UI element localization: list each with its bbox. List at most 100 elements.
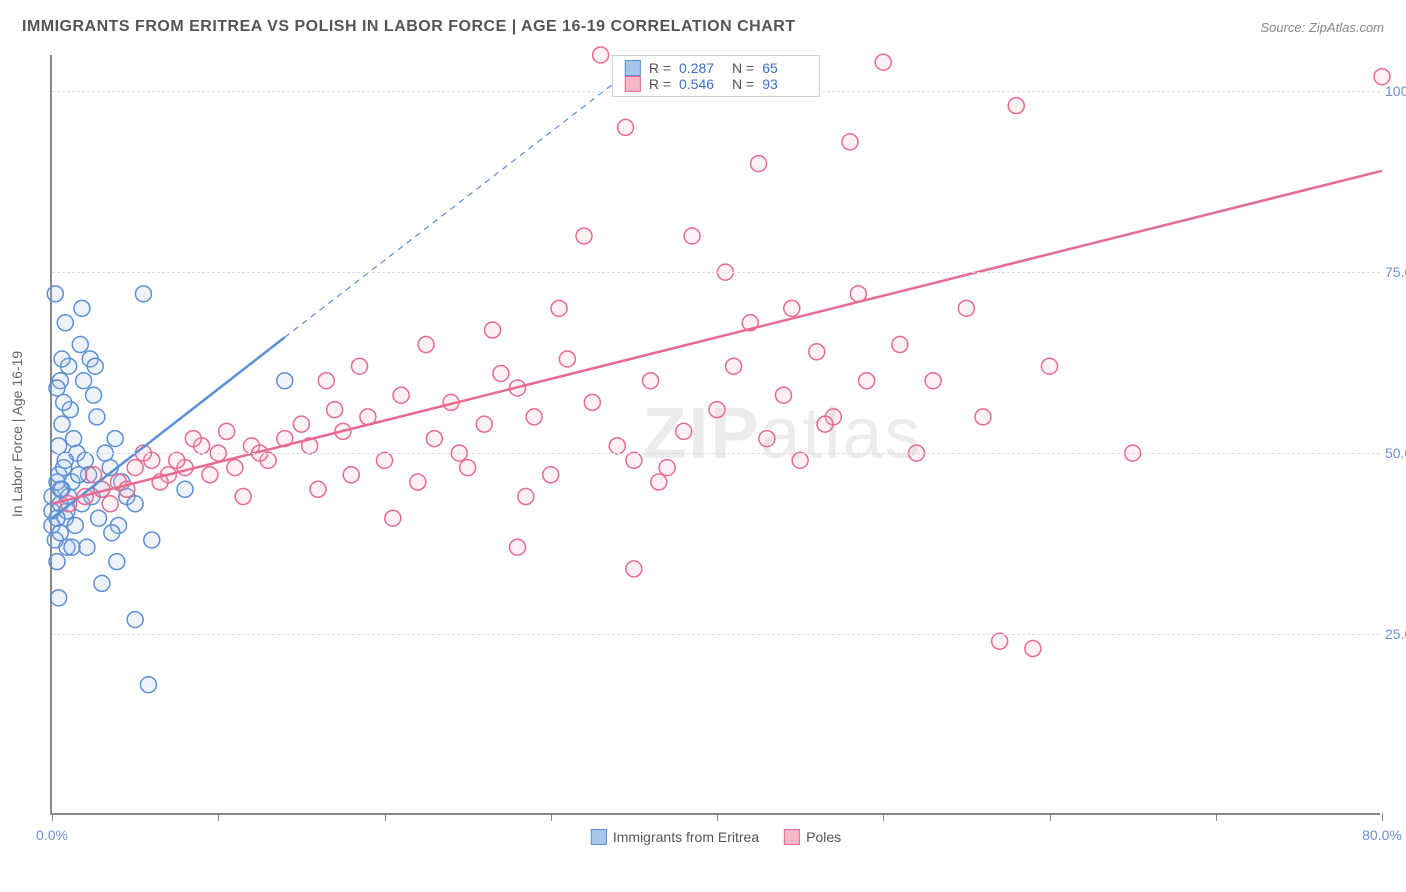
data-point	[87, 358, 103, 374]
x-tick-label: 0.0%	[36, 827, 68, 843]
data-point	[310, 481, 326, 497]
data-point	[64, 539, 80, 555]
gridline	[52, 634, 1380, 635]
data-point	[127, 460, 143, 476]
data-point	[71, 467, 87, 483]
legend-swatch	[625, 76, 641, 92]
data-point	[127, 496, 143, 512]
data-point	[49, 554, 65, 570]
plot-area: In Labor Force | Age 16-19 ZIPatlas 25.0…	[50, 55, 1380, 815]
data-point	[47, 286, 63, 302]
data-point	[76, 373, 92, 389]
data-point	[293, 416, 309, 432]
data-point	[584, 394, 600, 410]
data-point	[526, 409, 542, 425]
data-point	[684, 228, 700, 244]
data-point	[57, 452, 73, 468]
y-tick-label: 75.0%	[1385, 264, 1406, 280]
data-point	[576, 228, 592, 244]
data-point	[54, 351, 70, 367]
y-axis-title: In Labor Force | Age 16-19	[9, 351, 25, 517]
data-point	[559, 351, 575, 367]
data-point	[751, 156, 767, 172]
data-point	[56, 394, 72, 410]
x-tick	[883, 813, 884, 821]
data-point	[460, 460, 476, 476]
data-point	[51, 590, 67, 606]
data-point	[859, 373, 875, 389]
data-point	[177, 481, 193, 497]
data-point	[144, 532, 160, 548]
data-point	[626, 561, 642, 577]
legend-n-value: 93	[762, 76, 807, 92]
data-point	[89, 409, 105, 425]
y-tick-label: 100.0%	[1385, 83, 1406, 99]
data-point	[1025, 641, 1041, 657]
data-point	[410, 474, 426, 490]
legend-r-label: R =	[649, 60, 671, 76]
data-point	[485, 322, 501, 338]
data-point	[54, 416, 70, 432]
legend-item: Immigrants from Eritrea	[591, 829, 759, 845]
data-point	[140, 677, 156, 693]
data-point	[651, 474, 667, 490]
legend-label: Immigrants from Eritrea	[613, 829, 759, 845]
data-point	[377, 452, 393, 468]
data-point	[426, 431, 442, 447]
source-label: Source: ZipAtlas.com	[1260, 20, 1384, 35]
data-point	[493, 365, 509, 381]
data-point	[809, 344, 825, 360]
data-point	[875, 54, 891, 70]
data-point	[518, 489, 534, 505]
data-point	[107, 431, 123, 447]
data-point	[792, 452, 808, 468]
data-point	[169, 452, 185, 468]
legend-n-label: N =	[732, 76, 754, 92]
data-point	[343, 467, 359, 483]
data-point	[510, 539, 526, 555]
data-point	[74, 300, 90, 316]
data-point	[94, 575, 110, 591]
data-point	[842, 134, 858, 150]
legend-r-label: R =	[649, 76, 671, 92]
data-point	[476, 416, 492, 432]
x-tick	[1382, 813, 1383, 821]
data-point	[185, 431, 201, 447]
data-point	[551, 300, 567, 316]
data-point	[127, 612, 143, 628]
data-point	[626, 452, 642, 468]
legend-row: R =0.287N =65	[625, 60, 807, 76]
data-point	[235, 489, 251, 505]
data-point	[327, 402, 343, 418]
data-point	[618, 119, 634, 135]
x-tick	[551, 813, 552, 821]
data-point	[925, 373, 941, 389]
legend-n-label: N =	[732, 60, 754, 76]
data-point	[104, 525, 120, 541]
data-point	[219, 423, 235, 439]
gridline	[52, 453, 1380, 454]
data-point	[892, 337, 908, 353]
legend-swatch	[591, 829, 607, 845]
data-point	[975, 409, 991, 425]
data-point	[759, 431, 775, 447]
legend-swatch	[625, 60, 641, 76]
x-tick	[1216, 813, 1217, 821]
legend-r-value: 0.546	[679, 76, 724, 92]
data-point	[277, 373, 293, 389]
data-point	[109, 554, 125, 570]
data-point	[352, 358, 368, 374]
chart-title: IMMIGRANTS FROM ERITREA VS POLISH IN LAB…	[22, 18, 796, 36]
data-point	[593, 47, 609, 63]
data-point	[609, 438, 625, 454]
gridline	[52, 272, 1380, 273]
data-point	[91, 510, 107, 526]
legend-n-value: 65	[762, 60, 807, 76]
data-point	[52, 525, 68, 541]
data-point	[49, 510, 65, 526]
data-point	[776, 387, 792, 403]
x-tick	[52, 813, 53, 821]
data-point	[57, 315, 73, 331]
data-point	[543, 467, 559, 483]
data-point	[318, 373, 334, 389]
